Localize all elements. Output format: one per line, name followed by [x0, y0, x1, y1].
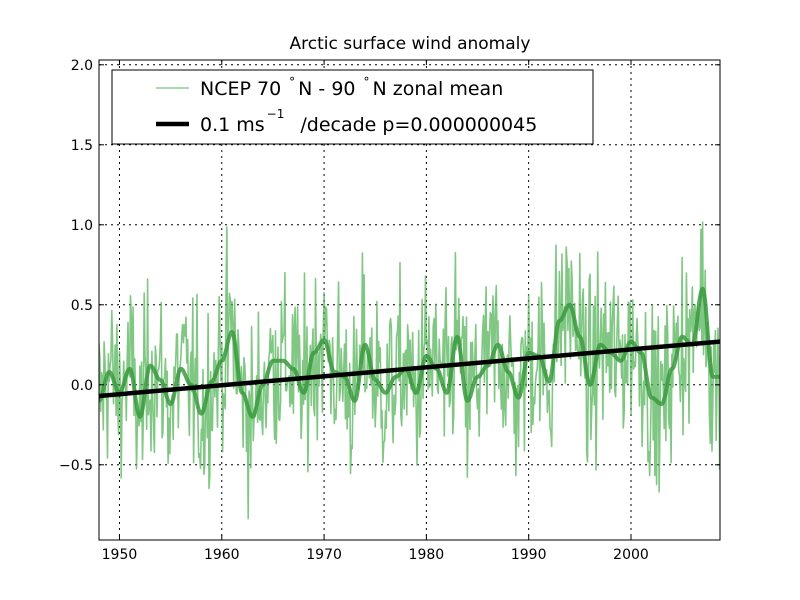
- legend: NCEP 70 ° N - 90 ° N zonal mean 0.1 ms −1/dec…: [111, 69, 594, 145]
- legend-entry-monthly-deg-b: °: [364, 75, 370, 89]
- smoothed-series: [99, 286, 720, 419]
- trend-line: [99, 339, 720, 399]
- x-tick-label: 1990: [511, 547, 547, 563]
- y-tick-label: 1.0: [71, 218, 93, 234]
- x-tick-label: 2000: [613, 547, 649, 563]
- monthly-line: [99, 221, 720, 520]
- chart-title: Arctic surface wind anomaly: [290, 34, 531, 54]
- monthly-series: [99, 221, 720, 520]
- legend-entry-monthly: NCEP 70 ° N - 90 ° N zonal mean: [200, 75, 503, 100]
- x-tick-label: 1950: [102, 547, 138, 563]
- x-axis: 1950 1960 1970 1980 1990 2000: [102, 60, 649, 563]
- y-tick-label: 0.0: [71, 378, 93, 394]
- y-axis: −0.5 0.0 0.5 1.0 1.5 2.0: [59, 58, 720, 474]
- legend-entry-monthly-a: NCEP 70: [200, 78, 281, 100]
- y-tick-label: −0.5: [59, 458, 93, 474]
- legend-entry-monthly-c: N zonal mean: [373, 78, 504, 100]
- x-tick-label: 1970: [306, 547, 342, 563]
- legend-entry-trend-b: /decade p=0.000000045: [300, 114, 537, 136]
- legend-entry-monthly-deg-a: °: [289, 75, 295, 89]
- y-tick-label: 0.5: [71, 298, 93, 314]
- legend-entry-trend: 0.1 ms −1/decade p=0.000000045: [200, 107, 537, 136]
- axes-frame: [98, 59, 721, 541]
- legend-entry-trend-sup: −1: [267, 107, 285, 121]
- smoothed-line: [99, 286, 720, 419]
- trend-series: [99, 339, 720, 399]
- plot-area: [99, 221, 720, 520]
- legend-entry-trend-a: 0.1 ms: [200, 114, 265, 136]
- x-tick-label: 1980: [409, 547, 445, 563]
- legend-entry-monthly-b: N - 90: [298, 78, 355, 100]
- x-tick-label: 1960: [204, 547, 240, 563]
- y-tick-label: 2.0: [71, 58, 93, 74]
- legend-box: [111, 69, 594, 145]
- y-tick-label: 1.5: [71, 138, 93, 154]
